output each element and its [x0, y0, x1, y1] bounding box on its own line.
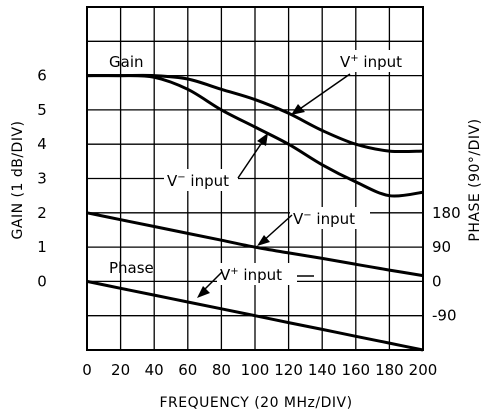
vplus-gain-label: V+ input — [340, 53, 402, 71]
y-left-tick-label: 4 — [37, 135, 47, 153]
annotations: Gain Phase V+ input V− input V− input V+… — [109, 50, 411, 298]
y-left-tick-label: 6 — [37, 67, 47, 85]
y-left-tick-label: 3 — [37, 170, 47, 188]
x-tick-label: 20 — [111, 361, 130, 379]
vminus-phase-pointer — [261, 214, 293, 243]
y-left-tick-label: 5 — [37, 101, 47, 119]
tick-labels: 0 20 40 60 80 100 120 140 160 180 2000123456180900… — [37, 67, 460, 379]
vminus-phase-label: V− input — [293, 210, 355, 228]
vplus-gain-pointer — [293, 73, 351, 114]
x-tick-label: 200 — [409, 361, 438, 379]
plot-frame — [86, 6, 424, 351]
x-tick-label: 120 — [274, 361, 303, 379]
x-tick-label: 100 — [241, 361, 270, 379]
vminus-phase-arrowhead — [257, 235, 270, 246]
y-right-tick-label: -90 — [432, 307, 457, 325]
x-tick-label: 80 — [212, 361, 231, 379]
y-right-tick-label: 0 — [432, 272, 442, 290]
y-right-tick-label: 90 — [432, 238, 451, 256]
vminus-gain-pointer — [237, 137, 266, 179]
series-gain-v-input — [86, 73, 424, 198]
curves — [86, 73, 424, 352]
x-tick-label: 40 — [145, 361, 164, 379]
series-phase-v-input — [86, 279, 424, 352]
y-left-tick-label: 2 — [37, 204, 47, 222]
y-right-tick-label: 180 — [432, 204, 461, 222]
right-axis-label: PHASE (90°/DIV) — [467, 118, 483, 241]
series-phase-v-input — [86, 211, 424, 278]
x-tick-label: 0 — [82, 361, 92, 379]
phase-label: Phase — [109, 259, 154, 277]
x-tick-label: 140 — [308, 361, 337, 379]
left-axis-label: GAIN (1 dB/DIV) — [10, 121, 26, 240]
x-tick-label: 60 — [178, 361, 197, 379]
vplus-gain-arrowhead — [291, 104, 305, 115]
gain-label: Gain — [109, 53, 144, 71]
x-tick-label: 160 — [341, 361, 370, 379]
x-axis-label: FREQUENCY (20 MHz/DIV) — [159, 395, 352, 411]
vplus-phase-arrowhead — [197, 286, 210, 298]
vplus-phase-label: V+ input — [220, 266, 282, 284]
vminus-gain-arrowhead — [257, 133, 268, 146]
x-tick-label: 180 — [375, 361, 404, 379]
y-left-tick-label: 1 — [37, 238, 47, 256]
y-left-tick-label: 0 — [37, 272, 47, 290]
vminus-gain-label: V− input — [167, 172, 229, 190]
